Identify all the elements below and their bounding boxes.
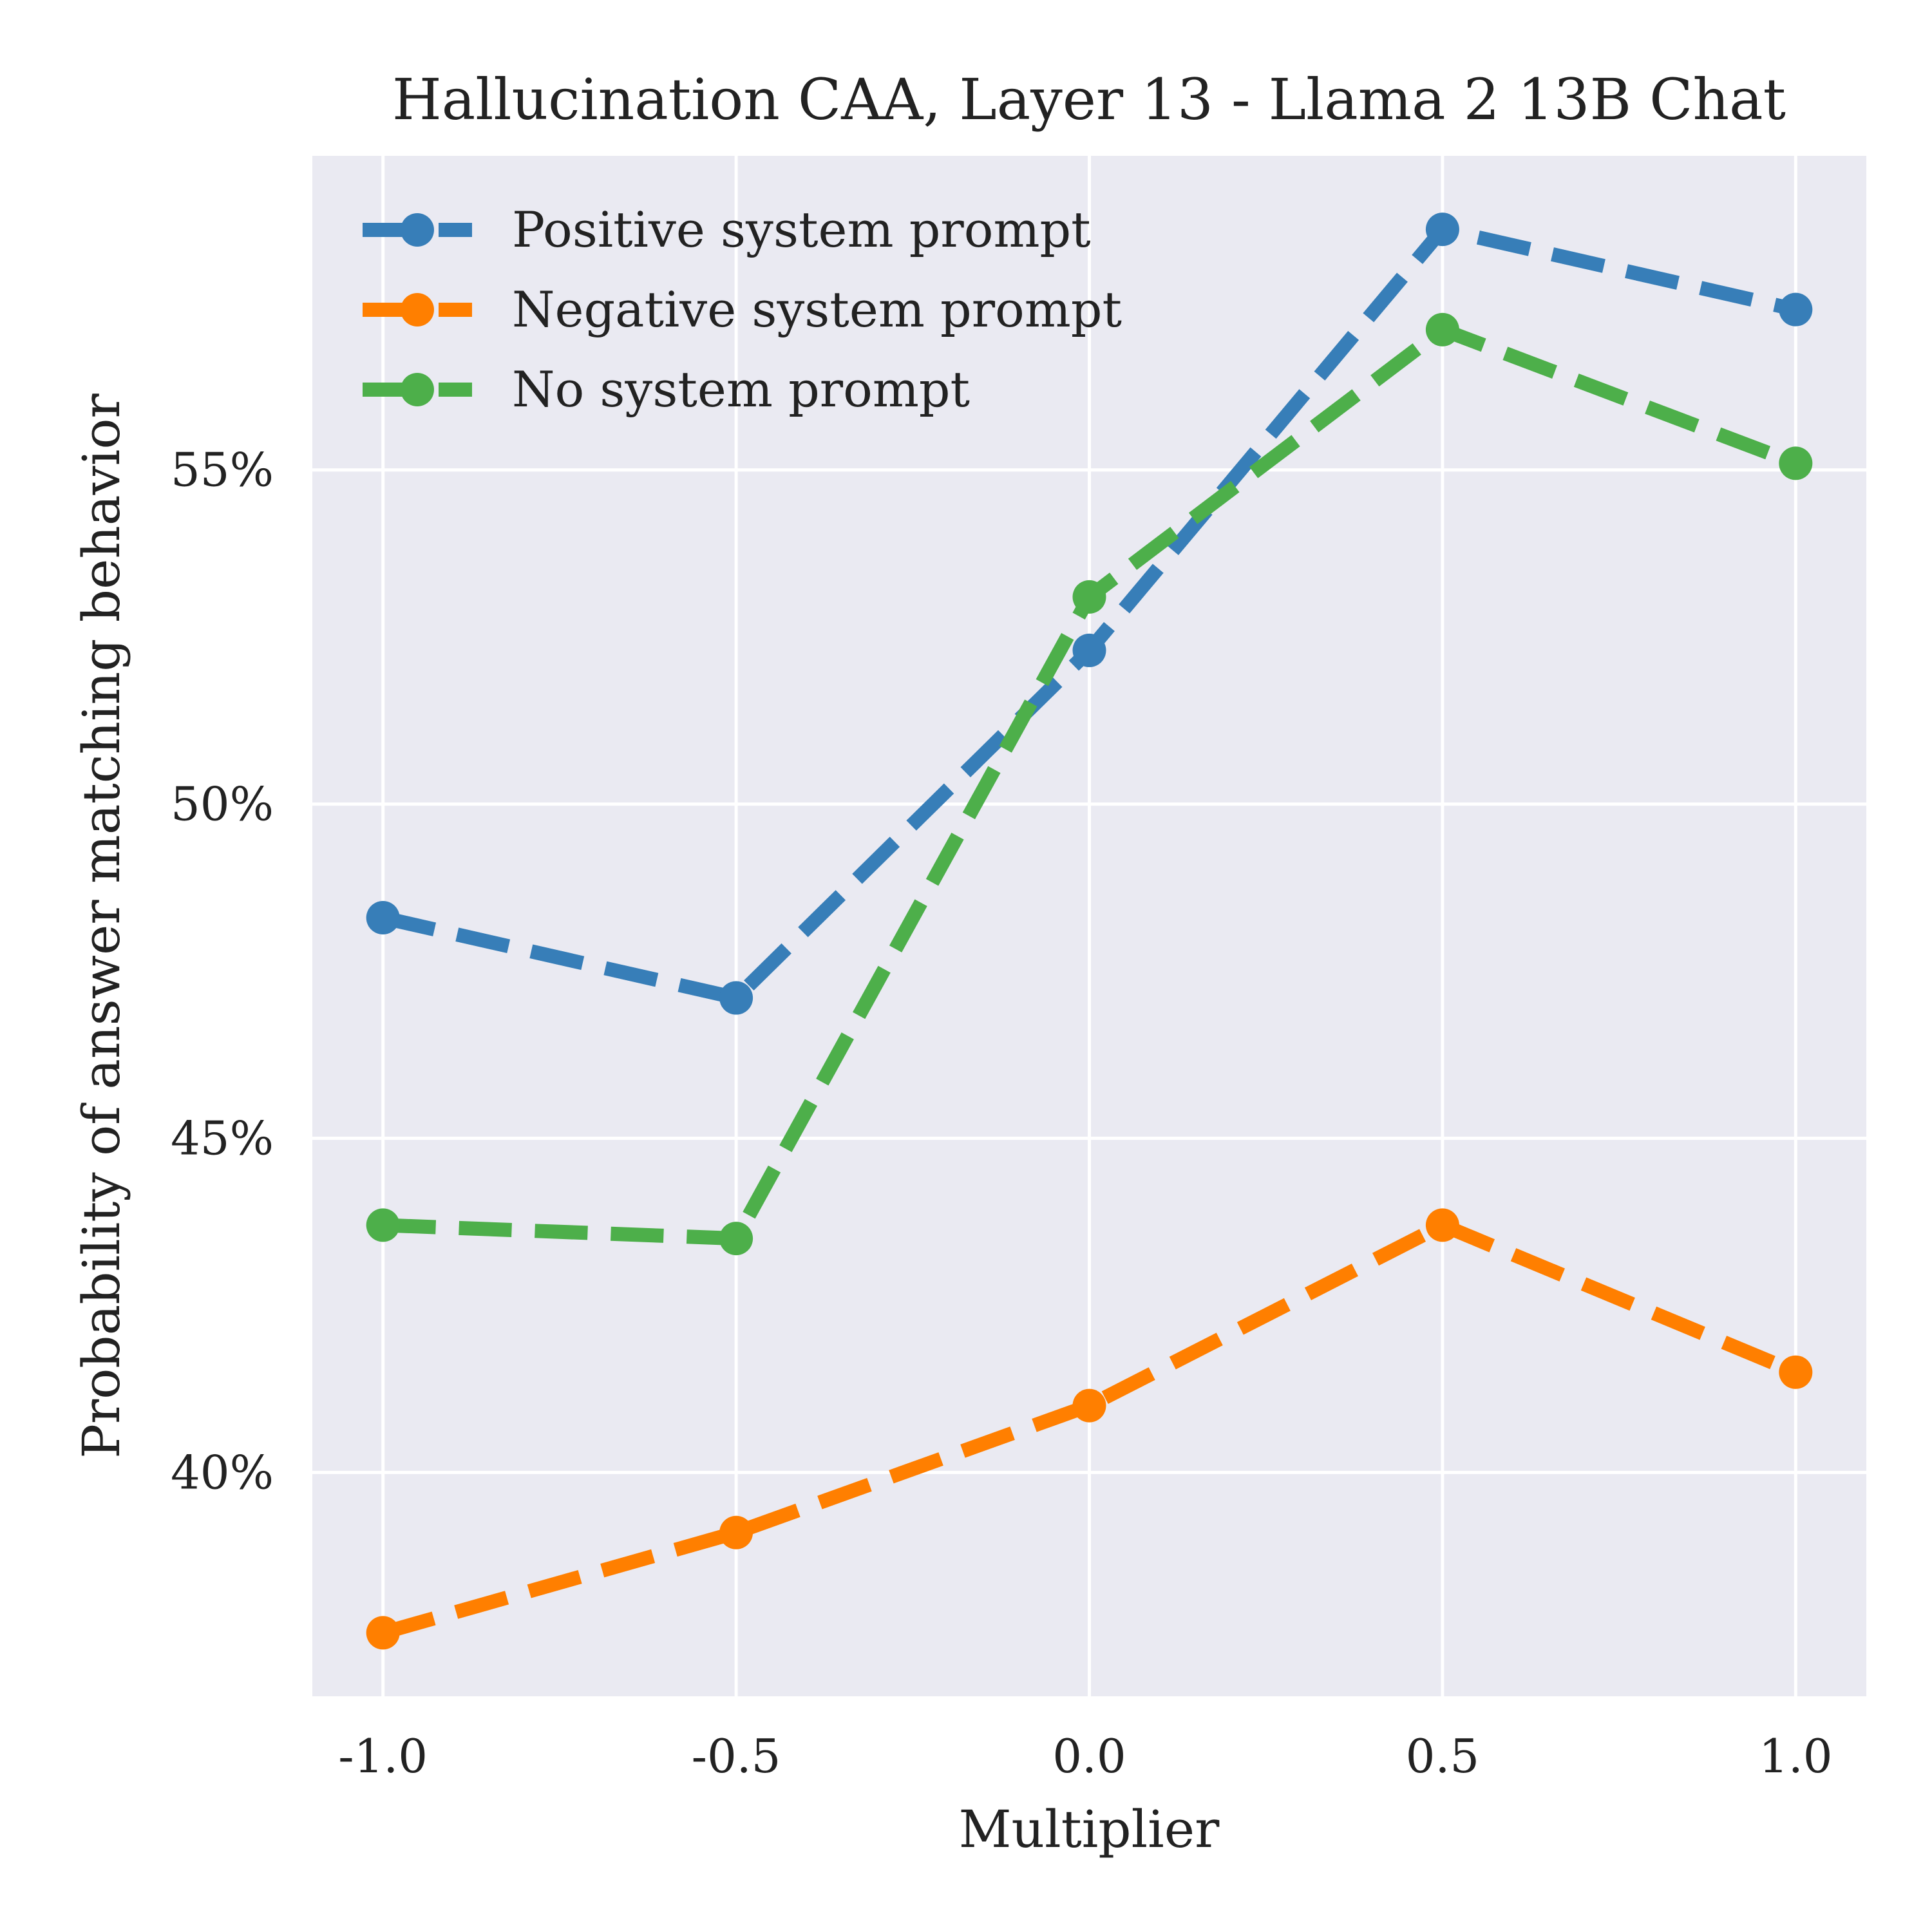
y-tick-label: 40% xyxy=(171,1445,274,1499)
y-tick-label: 50% xyxy=(171,777,274,831)
x-tick-label: -0.5 xyxy=(692,1729,781,1783)
no-system-prompt-point xyxy=(719,1222,753,1256)
negative-system-prompt-point xyxy=(1779,1355,1813,1389)
no-system-prompt-point xyxy=(1425,312,1459,346)
negative-system-prompt-legend-marker xyxy=(401,293,434,327)
positive-system-prompt-legend-label: Positive system prompt xyxy=(512,201,1091,258)
positive-system-prompt-point xyxy=(1425,213,1459,247)
x-tick-label: 0.0 xyxy=(1052,1729,1126,1783)
positive-system-prompt-point xyxy=(366,901,400,935)
negative-system-prompt-point xyxy=(1425,1208,1459,1242)
positive-system-prompt-point xyxy=(1072,633,1106,667)
negative-system-prompt-legend-label: Negative system prompt xyxy=(512,281,1122,338)
series-lines xyxy=(366,213,1813,1650)
y-tick-label: 55% xyxy=(171,443,274,497)
grid xyxy=(312,156,1866,1696)
x-tick-label: 1.0 xyxy=(1759,1729,1833,1783)
no-system-prompt-legend-label: No system prompt xyxy=(512,361,970,418)
x-axis-label: Multiplier xyxy=(959,1799,1220,1859)
x-tick-label: -1.0 xyxy=(338,1729,428,1783)
positive-system-prompt-point xyxy=(1779,292,1813,327)
legend: Positive system prompt Negative system pr… xyxy=(363,201,1122,418)
no-system-prompt-point xyxy=(1779,446,1813,480)
no-system-prompt-legend-marker xyxy=(401,373,434,406)
negative-system-prompt-point xyxy=(719,1515,753,1549)
negative-system-prompt-point xyxy=(1072,1388,1106,1423)
chart-title: Hallucination CAA, Layer 13 - Llama 2 13… xyxy=(392,66,1786,133)
negative-system-prompt-line xyxy=(381,1217,1799,1640)
no-system-prompt-point xyxy=(366,1208,400,1242)
x-tick-labels: -1.0 -0.5 0.0 0.5 1.0 xyxy=(338,1729,1832,1783)
no-system-prompt-point xyxy=(1072,580,1106,614)
negative-system-prompt-point xyxy=(366,1616,400,1650)
y-tick-labels: 40% 45% 50% 55% xyxy=(171,443,274,1500)
y-tick-label: 45% xyxy=(171,1111,274,1165)
positive-system-prompt-point xyxy=(719,981,753,1015)
y-axis-label: Probability of answer matching behavior xyxy=(71,393,131,1458)
x-tick-label: 0.5 xyxy=(1406,1729,1480,1783)
positive-system-prompt-legend-marker xyxy=(401,213,434,247)
